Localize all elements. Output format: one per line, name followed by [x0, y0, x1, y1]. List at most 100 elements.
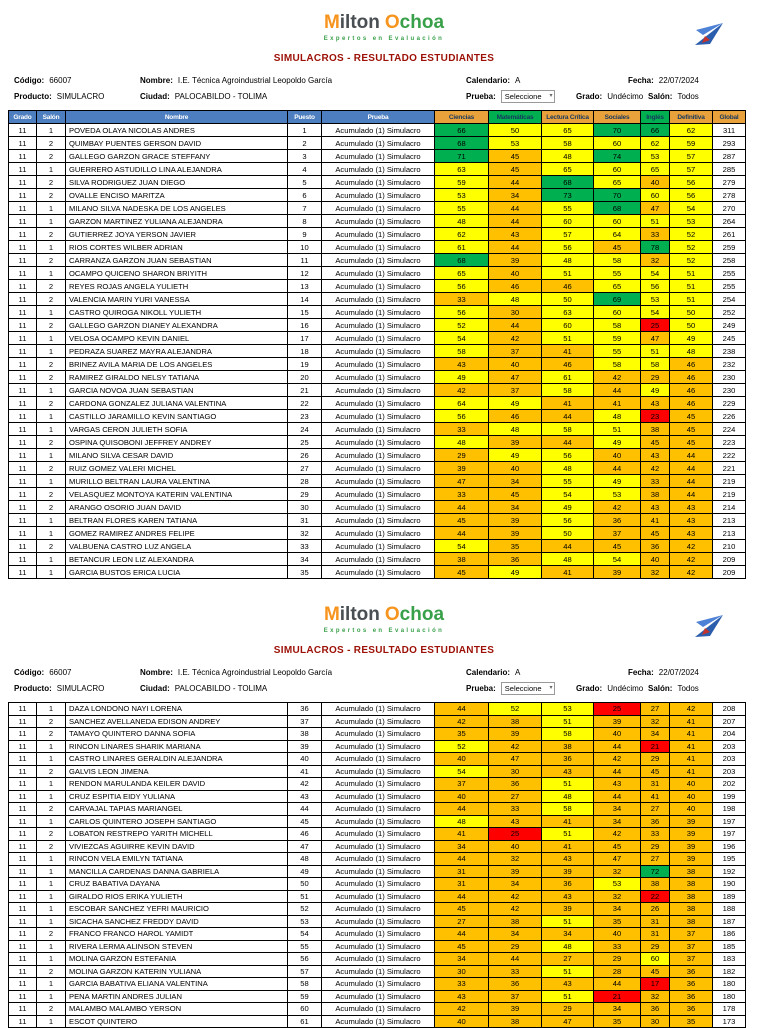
score-cell: 62	[640, 136, 670, 150]
score-cell: 68	[593, 201, 641, 215]
name-cell: MANCILLA CARDENAS DANNA GABRIELA	[65, 864, 288, 878]
student-row: 11 1 CASTILLO JARAMILLO KEVIN SANTIAGO 23 Ac…	[8, 409, 746, 423]
report-title: SIMULACROS - RESULTADO ESTUDIANTES	[273, 53, 495, 64]
rank-cell: 37	[287, 714, 322, 728]
score-cell: 29	[640, 939, 670, 953]
name-cell: GIRALDO RIOS ERIKA YULIETH	[65, 889, 288, 903]
global-cell: 204	[712, 727, 746, 741]
global-cell: 190	[712, 877, 746, 891]
rank-cell: 48	[287, 852, 322, 866]
prueba-select[interactable]: Seleccione	[500, 681, 555, 695]
score-cell: 54	[434, 539, 489, 553]
test-cell: Acumulado (1) Simulacro	[321, 1014, 435, 1028]
room-cell: 1	[36, 752, 66, 766]
name-cell: CARLOS QUINTERO JOSEPH SANTIAGO	[65, 814, 288, 828]
score-cell: 60	[593, 214, 641, 228]
room-cell: 2	[36, 839, 66, 853]
grade-cell: 11	[8, 149, 37, 163]
score-cell: 56	[541, 240, 594, 254]
score-cell: 43	[488, 227, 542, 241]
test-cell: Acumulado (1) Simulacro	[321, 240, 435, 254]
student-row: 11 2 GUTIERREZ JOYA YERSON JAVIER 9 Acumulad…	[8, 227, 746, 241]
global-cell: 182	[712, 964, 746, 978]
room-cell: 1	[36, 739, 66, 753]
brand-logo: Milton Ochoa	[0, 604, 768, 626]
score-cell: 41	[541, 565, 594, 579]
score-cell: 32	[640, 989, 670, 1003]
grado-value: Undécimo	[607, 683, 644, 693]
report-info: Código: 66007 Nombre: I.E. Técnica Agroind…	[14, 664, 756, 696]
grade-cell: 11	[8, 964, 37, 978]
name-cell: OCAMPO QUICENO SHARON BRIYITH	[65, 266, 288, 280]
score-cell: 60	[593, 305, 641, 319]
codigo-value: 66007	[49, 75, 72, 85]
score-cell: 56	[434, 409, 489, 423]
student-row: 11 1 DAZA LONDONO NAYI LORENA 36 Acumulado (…	[8, 702, 746, 716]
score-cell: 51	[640, 344, 670, 358]
column-header-grado: Grado	[8, 110, 37, 124]
score-cell: 66	[434, 123, 489, 137]
rank-cell: 23	[287, 409, 322, 423]
global-cell: 203	[712, 764, 746, 778]
score-cell: 50	[669, 318, 713, 332]
score-cell: 47	[640, 331, 670, 345]
score-cell: 32	[488, 852, 542, 866]
score-cell: 45	[669, 435, 713, 449]
room-cell: 2	[36, 539, 66, 553]
score-cell: 41	[541, 839, 594, 853]
score-cell: 56	[434, 305, 489, 319]
score-cell: 55	[593, 266, 641, 280]
global-cell: 219	[712, 487, 746, 501]
score-cell: 41	[640, 789, 670, 803]
score-cell: 45	[593, 240, 641, 254]
rank-cell: 13	[287, 279, 322, 293]
score-cell: 29	[640, 839, 670, 853]
grade-cell: 11	[8, 266, 37, 280]
room-cell: 2	[36, 149, 66, 163]
rank-cell: 42	[287, 777, 322, 791]
test-cell: Acumulado (1) Simulacro	[321, 839, 435, 853]
column-header-matematicas: Matemáticas	[488, 110, 542, 124]
room-cell: 2	[36, 727, 66, 741]
room-cell: 1	[36, 201, 66, 215]
score-cell: 36	[640, 1002, 670, 1016]
room-cell: 1	[36, 474, 66, 488]
score-cell: 30	[488, 764, 542, 778]
rank-cell: 9	[287, 227, 322, 241]
score-cell: 38	[669, 877, 713, 891]
ciudad-label: Ciudad:	[140, 683, 170, 693]
grade-cell: 11	[8, 752, 37, 766]
producto-label: Producto:	[14, 91, 52, 101]
score-cell: 37	[669, 927, 713, 941]
score-cell: 52	[434, 318, 489, 332]
score-cell: 39	[488, 1002, 542, 1016]
room-cell: 2	[36, 714, 66, 728]
rank-cell: 33	[287, 539, 322, 553]
score-cell: 42	[593, 500, 641, 514]
score-cell: 50	[669, 305, 713, 319]
test-cell: Acumulado (1) Simulacro	[321, 227, 435, 241]
score-cell: 41	[434, 827, 489, 841]
calendario-value: A	[515, 667, 521, 677]
score-cell: 44	[593, 383, 641, 397]
test-cell: Acumulado (1) Simulacro	[321, 902, 435, 916]
name-cell: ESCOBAR SANCHEZ YEFRI MAURICIO	[65, 902, 288, 916]
prueba-select[interactable]: Seleccione	[500, 89, 555, 103]
global-cell: 258	[712, 253, 746, 267]
student-row: 11 1 RINCON VELA EMILYN TATIANA 48 Acumulado…	[8, 852, 746, 866]
score-cell: 55	[541, 474, 594, 488]
score-cell: 38	[640, 487, 670, 501]
room-cell: 1	[36, 266, 66, 280]
score-cell: 36	[640, 814, 670, 828]
test-cell: Acumulado (1) Simulacro	[321, 914, 435, 928]
rank-cell: 26	[287, 448, 322, 462]
test-cell: Acumulado (1) Simulacro	[321, 802, 435, 816]
rank-cell: 14	[287, 292, 322, 306]
global-cell: 173	[712, 1014, 746, 1028]
grade-cell: 11	[8, 500, 37, 514]
score-cell: 56	[640, 279, 670, 293]
score-cell: 42	[640, 461, 670, 475]
score-cell: 68	[434, 253, 489, 267]
rank-cell: 22	[287, 396, 322, 410]
score-cell: 37	[669, 952, 713, 966]
